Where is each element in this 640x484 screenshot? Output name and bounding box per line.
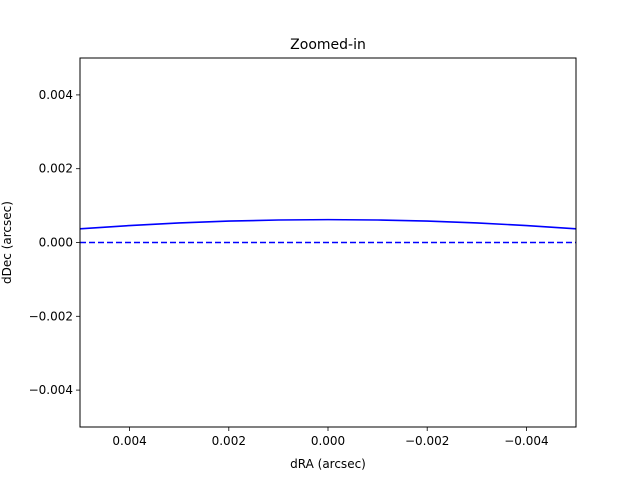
series-layer: [79, 218, 577, 244]
y-axis-ticks: 0.004 0.002 0.000 −0.002 −0.004: [29, 88, 80, 397]
y-tick-label: −0.002: [29, 309, 73, 323]
x-tick-label: 0.004: [112, 434, 146, 448]
y-tick-label: 0.004: [39, 88, 73, 102]
chart-title: Zoomed-in: [290, 37, 366, 53]
y-axis-label: dDec (arcsec): [0, 201, 14, 284]
y-tick-label: 0.000: [39, 236, 73, 250]
x-tick-label: 0.000: [311, 434, 345, 448]
x-tick-label: −0.002: [405, 434, 449, 448]
x-tick-label: 0.002: [212, 434, 246, 448]
y-tick-label: −0.004: [29, 383, 73, 397]
solid-series-line: [79, 218, 577, 230]
x-tick-label: −0.004: [504, 434, 548, 448]
x-axis-ticks: 0.004 0.002 0.000 −0.002 −0.004: [112, 427, 549, 448]
y-tick-label: 0.002: [39, 162, 73, 176]
x-axis-label: dRA (arcsec): [290, 457, 366, 471]
